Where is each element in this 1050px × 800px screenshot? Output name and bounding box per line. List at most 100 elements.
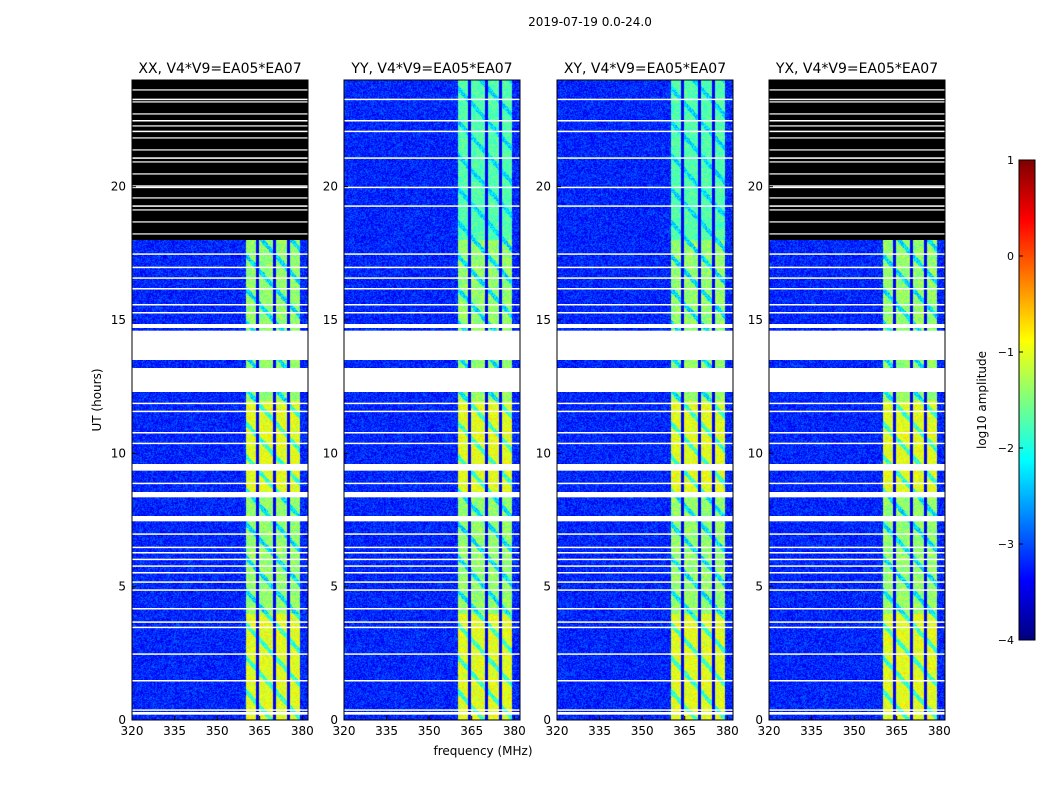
flag-line: [344, 205, 520, 207]
x-tick-label: 335: [800, 724, 823, 738]
data-gap: [344, 516, 520, 522]
flag-line: [557, 482, 733, 485]
colorbar-tick-label: −4: [998, 634, 1014, 647]
flag-line: [132, 312, 308, 314]
flag-line: [769, 197, 945, 199]
data-gap: [132, 712, 308, 715]
axes-frame: [131, 79, 309, 721]
flag-line: [344, 266, 520, 269]
flag-line: [132, 173, 308, 175]
flag-line: [132, 552, 308, 554]
flag-line: [132, 185, 308, 187]
flag-line: [132, 113, 308, 115]
data-gap: [769, 324, 945, 328]
flag-line: [344, 608, 520, 610]
flag-line: [132, 253, 308, 255]
flag-line: [557, 709, 733, 711]
x-tick-label: 320: [758, 724, 781, 738]
y-tick-label: 10: [536, 446, 551, 460]
flag-line: [132, 558, 308, 561]
flag-line: [557, 608, 733, 610]
flag-line: [344, 130, 520, 133]
flag-line: [132, 161, 308, 163]
flag-line: [344, 253, 520, 255]
flag-line: [769, 482, 945, 485]
flag-line: [132, 621, 308, 623]
flag-line: [557, 621, 733, 623]
flag-line: [344, 186, 520, 189]
x-tick-label: 350: [843, 724, 866, 738]
flag-line: [769, 608, 945, 610]
flag-line: [769, 572, 945, 574]
y-tick-label: 20: [111, 180, 126, 194]
flag-line: [132, 432, 308, 434]
flag-line: [132, 288, 308, 290]
flag-line: [132, 410, 308, 413]
flag-line: [769, 546, 945, 549]
flag-line: [344, 157, 520, 159]
flag-line: [344, 572, 520, 574]
axes-frame: [343, 79, 521, 721]
flag-line: [769, 304, 945, 306]
y-tick-label: 15: [536, 313, 551, 327]
flag-line: [344, 402, 520, 405]
flag-line: [769, 565, 945, 567]
flag-line: [769, 205, 945, 207]
data-gap: [344, 330, 520, 360]
flag-line: [769, 312, 945, 314]
flag-line: [344, 482, 520, 485]
data-gap: [344, 324, 520, 328]
flag-line: [769, 125, 945, 127]
flag-line: [769, 626, 945, 629]
x-tick-label: 350: [418, 724, 441, 738]
colorbar-tick-label: 1: [1007, 154, 1014, 167]
flagged-region: [769, 80, 945, 240]
x-tick-label: 380: [716, 724, 739, 738]
flag-line: [132, 89, 308, 91]
data-gap: [344, 368, 520, 392]
flag-line: [557, 552, 733, 554]
flag-line: [769, 233, 945, 235]
flag-line: [344, 626, 520, 629]
x-tick-label: 365: [673, 724, 696, 738]
panel-title: YY, V4*V9=EA05*EA07: [350, 61, 512, 77]
flag-line: [557, 626, 733, 629]
flag-line: [132, 626, 308, 629]
data-gap: [132, 516, 308, 522]
flag-line: [769, 185, 945, 187]
flag-line: [132, 209, 308, 211]
x-tick-label: 380: [928, 724, 951, 738]
y-tick-label: 10: [111, 446, 126, 460]
flag-line: [344, 621, 520, 623]
flag-line: [132, 125, 308, 127]
flag-line: [132, 266, 308, 269]
y-tick-label: 0: [543, 713, 551, 727]
x-tick-label: 350: [631, 724, 654, 738]
flag-line: [557, 288, 733, 290]
flag-line: [769, 173, 945, 175]
flag-line: [132, 130, 308, 133]
y-tick-label: 15: [748, 313, 763, 327]
flag-line: [557, 253, 733, 255]
y-tick-label: 20: [748, 180, 763, 194]
flag-line: [344, 432, 520, 434]
flag-line: [132, 186, 308, 189]
panel-title: XX, V4*V9=EA05*EA07: [138, 61, 301, 77]
flag-line: [769, 432, 945, 434]
y-tick-label: 15: [111, 313, 126, 327]
flag-line: [344, 304, 520, 306]
y-axis-label: UT (hours): [90, 368, 104, 431]
y-tick-label: 5: [543, 580, 551, 594]
flag-line: [132, 137, 308, 139]
flag-line: [769, 101, 945, 103]
flag-line: [132, 157, 308, 159]
flag-line: [344, 288, 520, 290]
flag-line: [769, 186, 945, 189]
flag-line: [769, 558, 945, 561]
flag-line: [769, 410, 945, 413]
flag-line: [344, 546, 520, 549]
x-tick-label: 335: [375, 724, 398, 738]
data-gap: [132, 492, 308, 498]
panel-title: YX, V4*V9=EA05*EA07: [775, 61, 938, 77]
data-gap: [557, 516, 733, 522]
